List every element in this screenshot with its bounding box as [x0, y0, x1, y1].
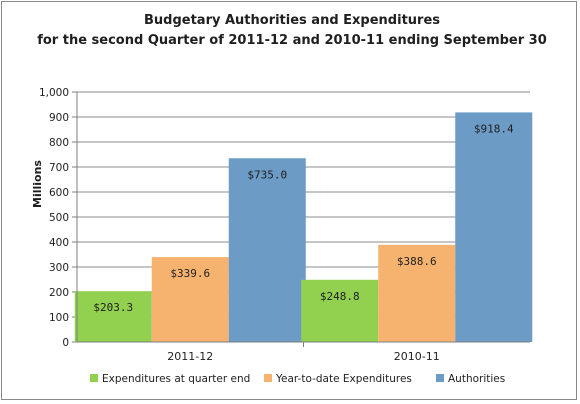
data-label: $388.6	[397, 255, 437, 268]
x-tick-label: 2011-12	[167, 350, 213, 363]
legend-swatch	[90, 374, 98, 382]
y-tick-label: 600	[49, 187, 69, 199]
y-tick-label: 800	[49, 137, 69, 149]
data-label: $735.0	[247, 168, 287, 181]
y-tick-label: 700	[49, 162, 69, 174]
y-tick-label: 100	[49, 312, 69, 324]
legend-swatch	[264, 374, 272, 382]
y-axis-label: Millions	[31, 160, 44, 208]
legend-swatch	[436, 374, 444, 382]
bar	[455, 112, 533, 343]
chart-title-line-1: Budgetary Authorities and Expenditures	[144, 13, 440, 28]
data-label: $248.8	[320, 290, 360, 303]
bar	[228, 158, 306, 342]
bar	[378, 244, 456, 342]
y-tick-label: 400	[49, 237, 69, 249]
legend-label: Year-to-date Expenditures	[275, 373, 412, 385]
y-tick-label: 900	[49, 112, 69, 124]
x-tick-label: 2010-11	[394, 350, 440, 363]
bar	[301, 279, 379, 342]
chart-title-line-2: for the second Quarter of 2011-12 and 20…	[37, 33, 547, 48]
data-label: $918.4	[474, 122, 514, 135]
y-tick-label: 1,000	[39, 87, 69, 99]
y-tick-label: 500	[49, 212, 69, 224]
data-label: $339.6	[170, 267, 210, 280]
bars: $203.3 $339.6 $735.0 $248.8 $388.6 $918.4	[74, 112, 533, 343]
y-tick-label: 300	[49, 262, 69, 274]
bar	[151, 257, 229, 342]
legend-label: Authorities	[448, 373, 505, 385]
x-axis-tick-labels: 2011-12 2010-11	[167, 342, 440, 363]
y-tick-label: 200	[49, 287, 69, 299]
data-label: $203.3	[93, 301, 133, 314]
bar	[74, 291, 152, 342]
legend-label: Expenditures at quarter end	[102, 373, 250, 385]
chart-title: Budgetary Authorities and Expenditures f…	[37, 13, 547, 48]
y-tick-label: 0	[62, 337, 69, 349]
y-axis-ticks: 0 100 200 300 400 500 600 700 800 900 1,000	[39, 87, 77, 349]
legend: Expenditures at quarter end Year-to-date …	[90, 373, 505, 385]
